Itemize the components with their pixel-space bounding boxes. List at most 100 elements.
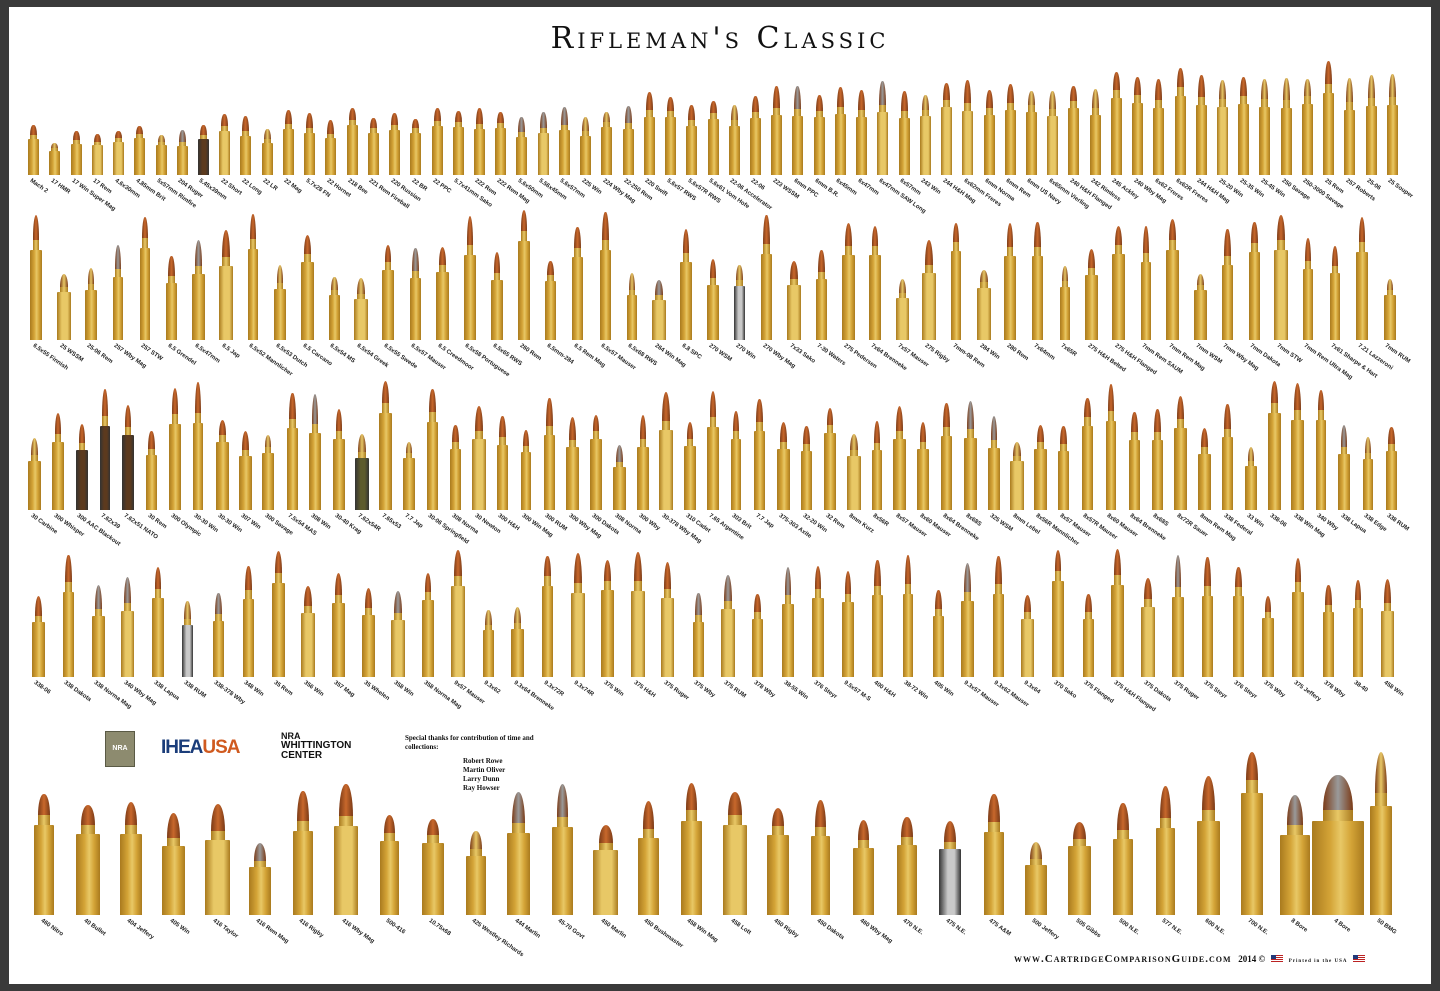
cartridge-neck [964,103,971,111]
cartridge-neck [1240,96,1247,104]
cartridge-neck [667,111,674,117]
cartridge-neck [493,273,501,280]
cartridge-case [451,586,465,677]
cartridge-case [32,622,45,677]
cartridge-case [34,825,54,915]
cartridge-neck [1113,575,1122,585]
cartridge-case [1323,93,1334,175]
cartridge-label: 375 Wby [1262,680,1286,699]
whittington-logo-bot: CENTER [281,750,323,761]
cartridge-neck [1340,447,1348,454]
cartridge-case [652,300,666,340]
cartridge-label: 375 Ruger [662,680,690,702]
cartridge-case [368,133,379,175]
cartridge-label: 270 WSM [707,343,733,364]
cartridge-case [754,431,765,510]
cartridge-label: 22-06 [749,178,766,192]
cartridge-case [693,622,704,677]
cartridge-neck [1070,101,1077,108]
cartridge-case [1113,839,1133,915]
cartridge-bullet [1113,549,1122,575]
cartridge-case [192,274,205,340]
cartridge-neck [81,825,95,834]
cartridge-neck [963,592,972,601]
cartridge-case [219,131,230,175]
cartridge-neck [556,817,569,827]
cartridge-neck [771,826,785,835]
cartridge-neck [1087,268,1096,275]
cartridge-label: 303 Brit [730,513,753,531]
cartridge-bullet [124,405,132,427]
cartridge [219,114,230,175]
cartridge-label: 8mm Kurz [847,513,875,535]
cartridge [1152,409,1163,510]
cartridge [782,567,794,677]
cartridge-neck [381,403,390,413]
cartridge-case [1274,250,1288,340]
cartridge-bullet [1304,79,1311,96]
cartridge [1316,390,1326,510]
cartridge-neck [1224,256,1231,265]
cartridge [542,556,553,677]
cartridge-case [391,620,405,677]
cartridge-case [309,433,321,510]
cartridge-neck [306,128,313,133]
cartridge-bullet [94,134,101,142]
cartridge-case [644,117,655,175]
cartridge-bullet [1358,217,1366,242]
cartridge [1010,442,1024,510]
cartridge-neck [1261,99,1268,107]
cartridge-case [544,435,555,510]
cartridge-bullet [499,416,506,437]
cartridge-bullet [995,556,1002,584]
cartridge [1068,86,1079,175]
cartridge [134,126,145,175]
cartridge-case [1156,828,1175,915]
cartridge-case [566,447,579,510]
cartridge-case [301,613,315,677]
cartridge-bullet [688,105,695,120]
cartridge-bullet [634,552,642,581]
cartridge-label: 405 Win [932,680,955,698]
cartridge-case [939,849,961,915]
cartridge-bullet [253,843,267,861]
cartridge-case [752,619,763,677]
cartridge-neck [905,584,911,594]
cartridge-neck [30,455,39,461]
cartridge-bullet [963,563,972,592]
cartridge-bullet [1235,567,1242,587]
cartridge-case [1175,96,1186,175]
cartridge-label: 338 RUM [182,680,207,700]
cartridge-label: 25 WSSM [58,343,85,364]
cartridge-bullet [646,92,653,110]
cartridge-bullet [1368,75,1375,98]
cartridge [472,406,486,510]
cartridge-case [63,592,74,677]
cartridge-label: 376 Steyr [812,680,838,701]
cartridge-neck [391,125,398,130]
cartridge-neck [520,231,528,241]
cartridge [332,573,345,677]
cartridge-label: 33 Win [1245,513,1265,529]
cartridge [1153,79,1164,175]
cartridge-bullet [1013,442,1021,456]
cartridge [835,87,846,175]
cartridge-bullet [167,813,180,838]
cartridge-case [518,241,530,340]
cartridge-case [156,145,167,175]
cartridge-neck [38,815,50,825]
cartridge-bullet [466,216,474,245]
cartridge-bullet [73,131,80,140]
cartridge-label: Mach 2 [28,178,49,195]
cartridge-neck [475,431,483,439]
cartridge [917,422,929,510]
cartridge-case [28,461,41,510]
cartridge [219,230,233,340]
cartridge-case [182,625,193,677]
cartridge-bullet [990,416,998,440]
cartridge [792,86,803,175]
cartridge [362,588,375,677]
cartridge-bullet [784,567,792,595]
cartridge [593,825,618,915]
cartridge-neck [574,583,582,593]
